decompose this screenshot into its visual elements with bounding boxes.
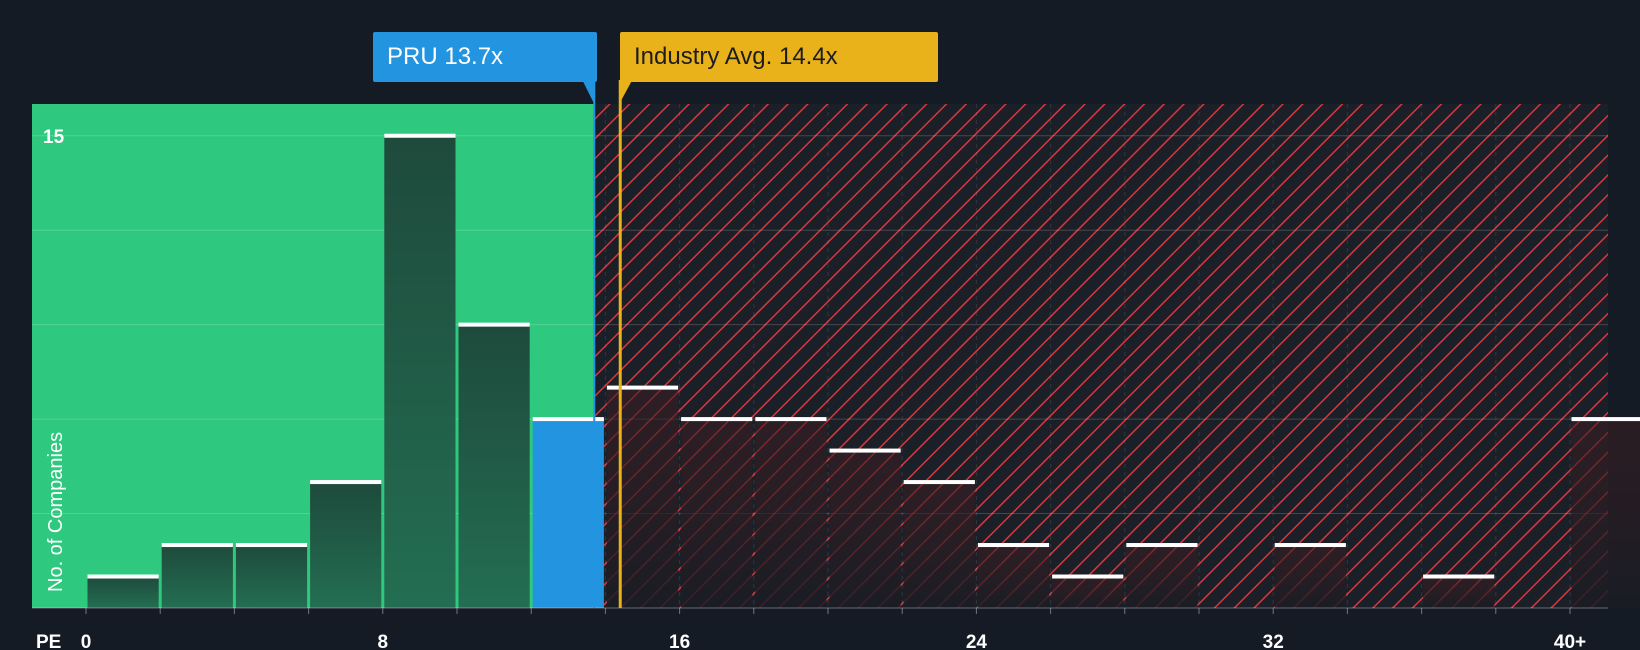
bar-cap (384, 133, 456, 138)
pru-pe-label: PRU 13.7x (387, 43, 504, 70)
x-tick-label: 40+ (1554, 632, 1586, 650)
bar-cap (161, 543, 233, 548)
bar-cap (903, 480, 975, 485)
bar (1423, 576, 1495, 608)
bar (161, 545, 233, 608)
bar (606, 387, 679, 608)
bar-cap (755, 417, 827, 422)
x-tick-label: 0 (81, 632, 92, 650)
y-tick-label-15: 15 (43, 127, 65, 148)
bar (755, 419, 827, 608)
bar-cap (310, 480, 382, 485)
bar-cap (235, 543, 308, 548)
pru-pe-callout: PRU 13.7x (373, 32, 597, 82)
bar-cap (829, 448, 901, 453)
x-tick-label: 16 (669, 632, 690, 650)
bars (32, 104, 1640, 609)
bar (1052, 576, 1124, 608)
bar-cap (1423, 574, 1495, 579)
x-tick-label: 8 (378, 632, 389, 650)
x-tick-label: 24 (966, 632, 988, 650)
bar-cap (681, 417, 753, 422)
bar-cap (977, 543, 1050, 548)
bar-cap (1126, 543, 1198, 548)
bar-subject (532, 419, 604, 608)
bar-cap (606, 385, 679, 390)
industry-avg-label: Industry Avg. 14.4x (634, 43, 838, 70)
bar (977, 545, 1050, 608)
pru-pe-pointer (582, 80, 595, 104)
bar-cap (1052, 574, 1124, 579)
y-axis-label: No. of Companies (45, 432, 67, 592)
bar-cap (87, 574, 159, 579)
markers (582, 80, 633, 608)
bar-cap (458, 322, 530, 327)
x-tick-label: 32 (1263, 632, 1284, 650)
bar (903, 482, 975, 608)
bar-cap (1571, 417, 1640, 422)
industry-avg-pointer (619, 80, 633, 104)
bar (87, 576, 159, 608)
bar (1571, 419, 1640, 608)
x-axis-label: PE (36, 632, 61, 650)
bar-cap (532, 417, 604, 422)
bar (1126, 545, 1198, 608)
bar (310, 482, 382, 608)
bar (1274, 545, 1346, 608)
industry-avg-callout: Industry Avg. 14.4x (620, 32, 938, 82)
bar (829, 450, 901, 608)
bar (458, 324, 530, 608)
bar (235, 545, 308, 608)
bar (681, 419, 753, 608)
bar-cap (1274, 543, 1346, 548)
x-axis-ticks: 0 8 16 24 32 40+ (81, 608, 1586, 650)
bar (384, 135, 456, 608)
